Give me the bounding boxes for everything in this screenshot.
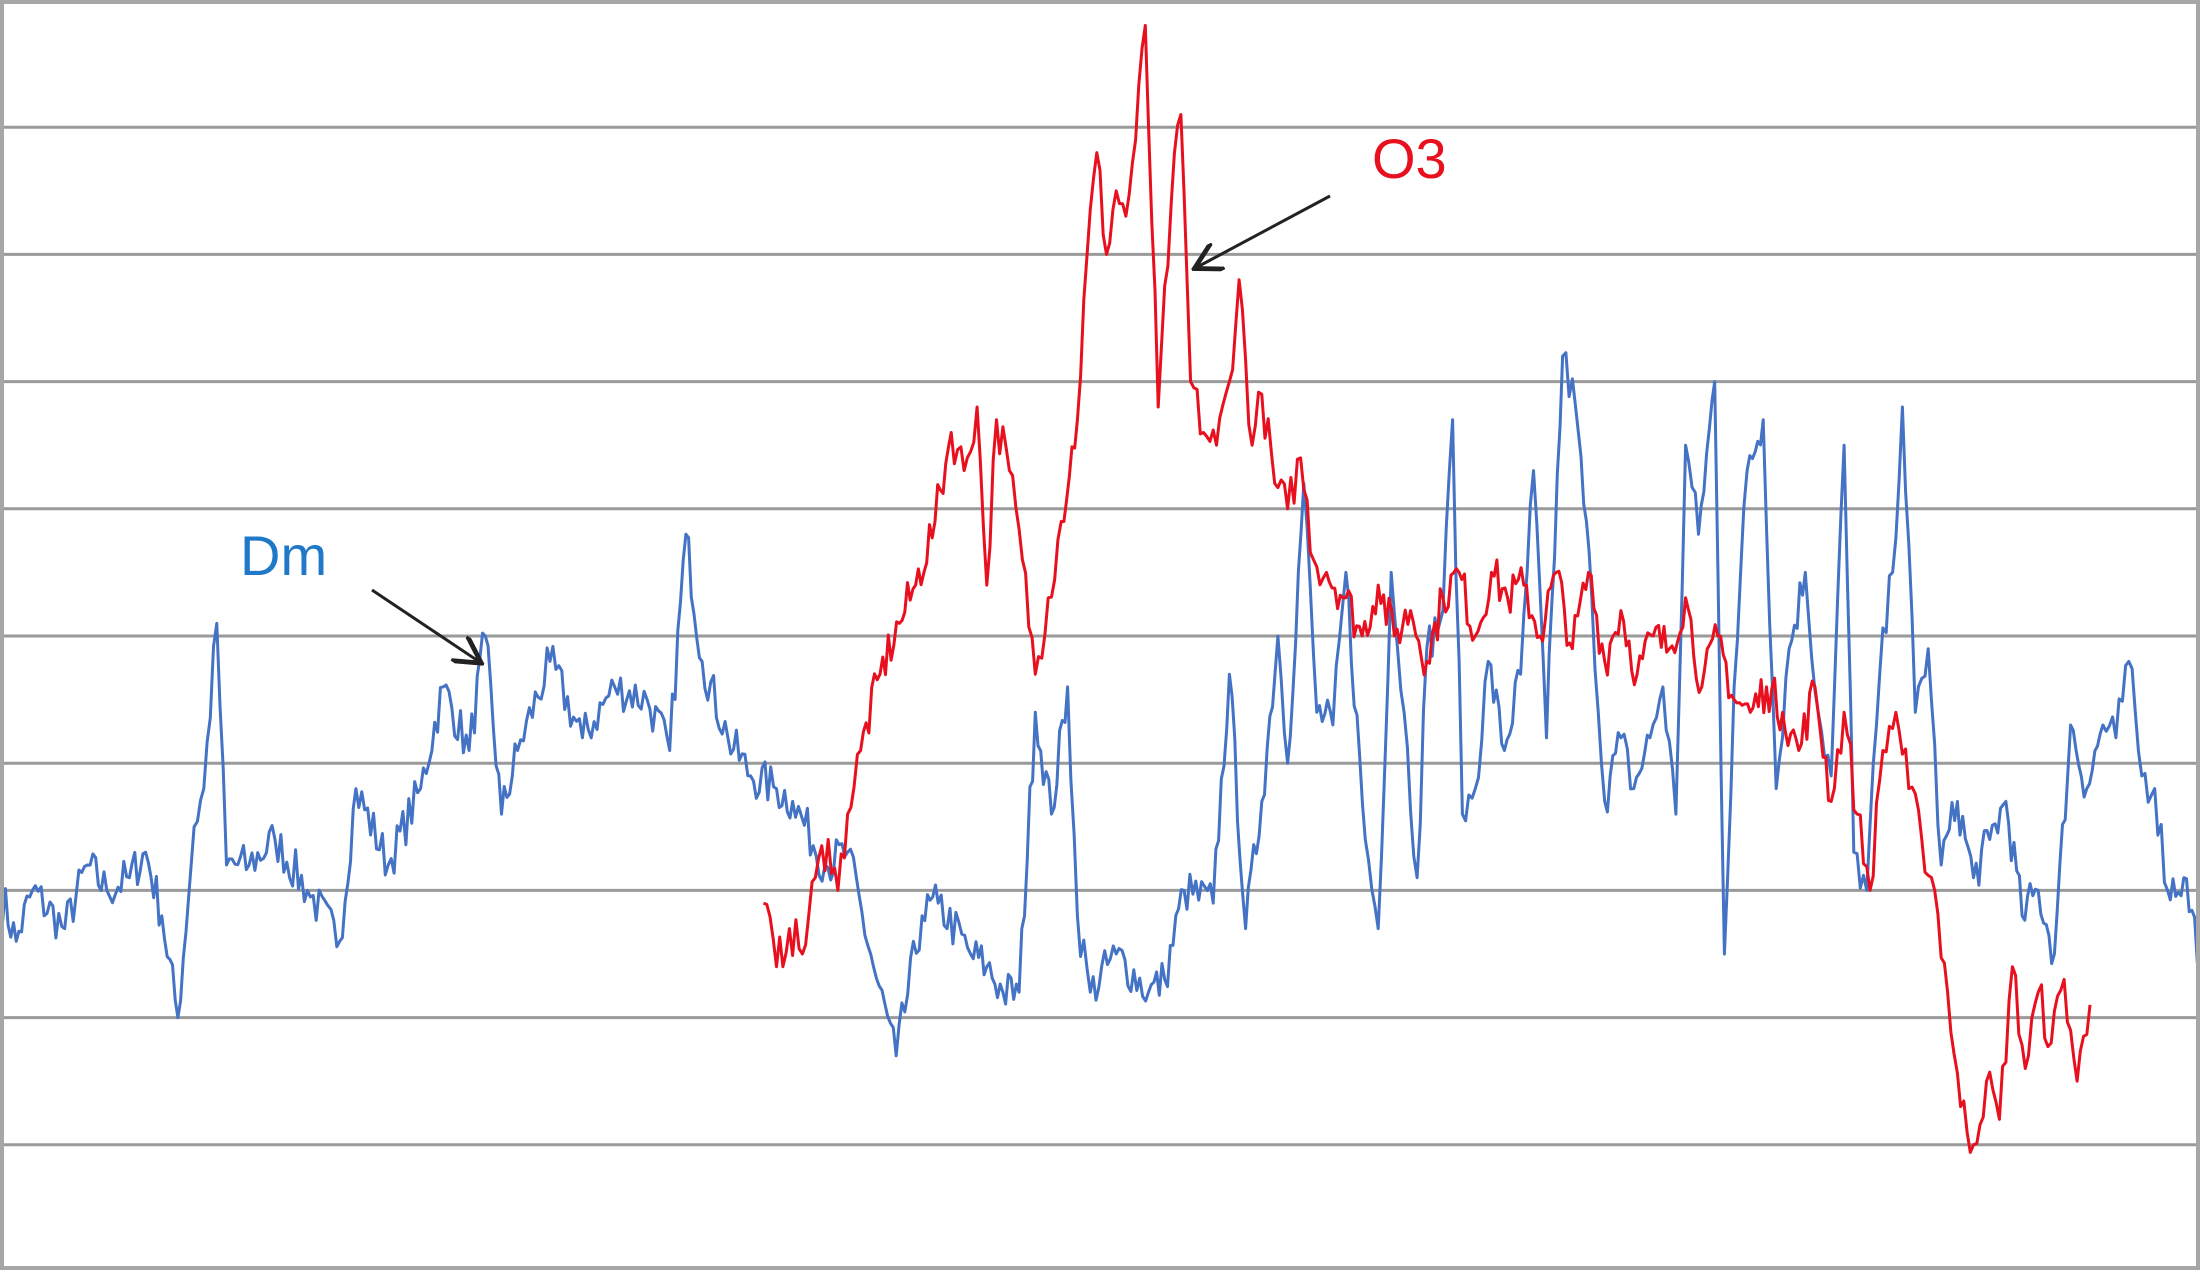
annotations: Dm O3	[240, 127, 1447, 661]
series-lines	[0, 23, 2200, 1154]
annotation-label-dm: Dm	[240, 524, 327, 587]
series-line-dm	[0, 351, 2200, 1058]
annotation-arrow-dm	[371, 588, 479, 661]
series-line-o3	[762, 23, 2092, 1154]
gridlines	[0, 125, 2200, 1147]
annotation-label-o3: O3	[1372, 127, 1447, 190]
annotation-arrow-o3	[1197, 194, 1331, 267]
